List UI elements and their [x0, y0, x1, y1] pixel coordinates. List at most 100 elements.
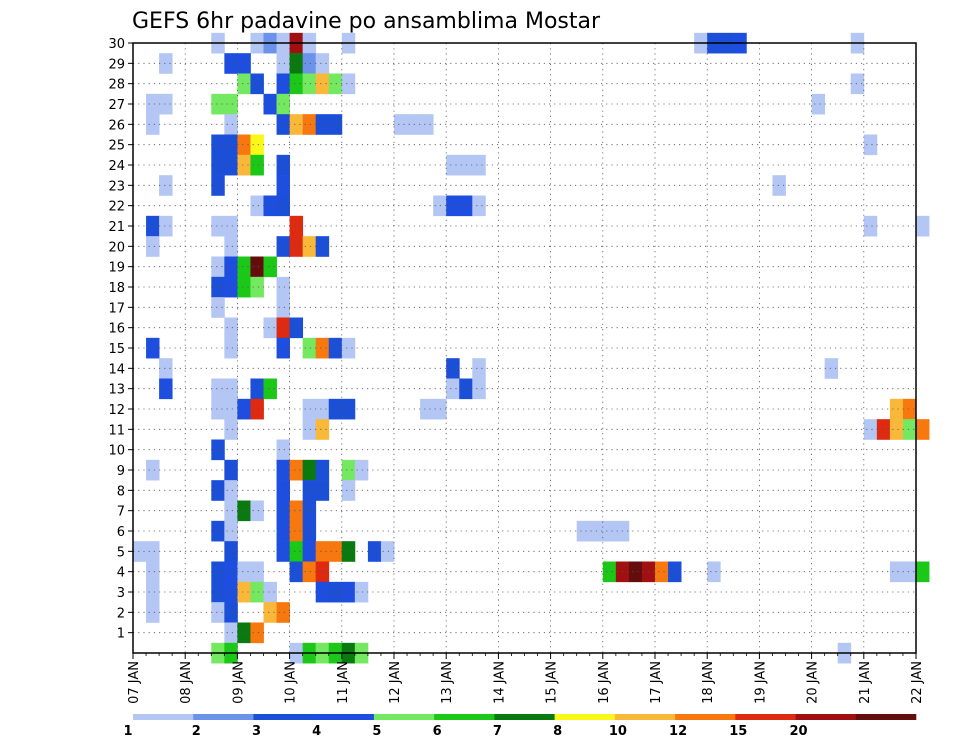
precip-cell [380, 541, 395, 562]
precip-cell [276, 236, 290, 257]
precip-cell [237, 622, 251, 644]
precip-cell [263, 195, 277, 217]
precip-cell [328, 398, 343, 420]
precip-cell [341, 480, 356, 501]
precip-cell [276, 459, 290, 481]
y-tick-label: 12 [108, 403, 125, 418]
y-tick-label: 15 [108, 342, 125, 357]
precip-cell [224, 480, 238, 501]
colorbar-label: 10 [609, 724, 627, 739]
precip-cell [602, 520, 617, 542]
precip-cell [263, 581, 277, 603]
precip-cell [289, 215, 304, 237]
precip-cell [250, 398, 264, 420]
y-tick-label: 11 [108, 423, 125, 438]
precip-cell [276, 480, 290, 501]
precip-cell [263, 602, 277, 623]
precip-cell [224, 236, 238, 257]
precip-cell [407, 114, 421, 135]
precip-cell [628, 561, 643, 583]
x-tick-label: 14 JAN [492, 661, 507, 704]
precip-cell [472, 378, 486, 400]
y-tick-label: 21 [108, 220, 125, 235]
precip-cell [224, 541, 238, 562]
precip-cell [889, 398, 904, 420]
precip-cell [302, 459, 317, 481]
precip-cell [146, 561, 160, 583]
precip-cell [146, 581, 160, 603]
x-tick-label: 15 JAN [545, 661, 560, 704]
precip-cell [276, 175, 290, 196]
y-tick-label: 30 [108, 37, 125, 52]
colorbar-swatch [554, 714, 616, 720]
precip-cell [237, 561, 251, 583]
precip-cell [211, 276, 225, 298]
precip-cell [889, 419, 904, 440]
precip-cell [302, 114, 317, 135]
y-tick-label: 4 [117, 566, 125, 581]
precip-cell [211, 520, 225, 542]
precip-cell [263, 378, 277, 400]
precip-cell [250, 276, 264, 298]
x-tick-label: 07 JAN [127, 661, 142, 704]
y-tick-label: 6 [117, 525, 125, 540]
precip-cell [211, 561, 225, 583]
precip-cell [224, 581, 238, 603]
precip-cell [889, 561, 904, 583]
precip-cell [367, 541, 382, 562]
precip-cell [341, 459, 356, 481]
precip-cell [302, 53, 317, 74]
precip-cell [224, 398, 238, 420]
colorbar-legend: 1 2 3 4 5 6 7 8 10 12 15 20 [123, 714, 917, 739]
precip-cell [146, 459, 160, 481]
x-tick-label: 22 JAN [910, 661, 925, 704]
colorbar-swatch [494, 714, 555, 720]
precip-cell [146, 236, 160, 257]
x-tick-label: 20 JAN [806, 661, 821, 704]
precip-cell [276, 154, 290, 176]
x-tick-label: 16 JAN [597, 661, 612, 704]
precip-cell [446, 358, 460, 379]
precip-cell [354, 459, 369, 481]
x-tick-label: 18 JAN [701, 661, 716, 704]
precip-cell [315, 398, 330, 420]
precip-cell [276, 337, 290, 359]
y-tick-label: 23 [108, 179, 125, 194]
precip-cell [302, 398, 317, 420]
precip-cell [341, 337, 356, 359]
precip-cell [916, 215, 930, 237]
precip-cell [224, 134, 238, 156]
precip-cell [224, 154, 238, 176]
precip-cell [211, 398, 225, 420]
x-tick-label: 11 JAN [336, 661, 351, 704]
x-tick-label: 19 JAN [753, 661, 768, 704]
precip-cell [341, 541, 356, 562]
colorbar-label: 15 [729, 724, 747, 739]
precip-cell [420, 114, 434, 135]
precip-cell [289, 520, 304, 542]
precip-cell [211, 602, 225, 623]
precip-cell [237, 73, 251, 95]
precip-cell [146, 114, 160, 135]
colorbar-swatch [193, 714, 254, 720]
precip-cell [302, 500, 317, 522]
precip-cell [302, 561, 317, 583]
precip-cell [250, 73, 264, 95]
precip-cell [863, 215, 878, 237]
precip-cell [224, 256, 238, 278]
precip-cell [146, 337, 160, 359]
colorbar-swatch [133, 714, 194, 720]
precip-cell [276, 297, 290, 318]
precip-cell [237, 154, 251, 176]
precip-cell [211, 378, 225, 400]
precip-cell [250, 378, 264, 400]
precip-cell [211, 93, 225, 115]
y-tick-label: 24 [108, 159, 125, 174]
colorbar-swatch [795, 714, 857, 720]
precip-cell [916, 419, 930, 440]
precip-cell [289, 53, 304, 74]
precip-cell [237, 398, 251, 420]
precip-cell [289, 500, 304, 522]
precip-cell [211, 175, 225, 196]
